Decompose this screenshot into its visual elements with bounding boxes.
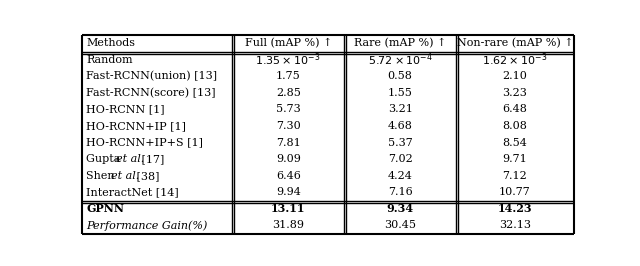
- Text: 2.10: 2.10: [502, 71, 527, 81]
- Text: Full (mAP %) ↑: Full (mAP %) ↑: [244, 38, 332, 48]
- Text: Methods: Methods: [86, 38, 136, 48]
- Text: Fast-RCNN(union) [13]: Fast-RCNN(union) [13]: [86, 71, 218, 82]
- Text: 9.71: 9.71: [502, 154, 527, 164]
- Text: 1.55: 1.55: [388, 88, 413, 98]
- Text: 10.77: 10.77: [499, 187, 531, 197]
- Text: 8.08: 8.08: [502, 121, 527, 131]
- Text: $1.62 \times 10^{-3}$: $1.62 \times 10^{-3}$: [482, 52, 548, 68]
- Text: et al.: et al.: [116, 154, 144, 164]
- Text: Non-rare (mAP %) ↑: Non-rare (mAP %) ↑: [456, 38, 573, 48]
- Text: HO-RCNN+IP [1]: HO-RCNN+IP [1]: [86, 121, 186, 131]
- Text: 13.11: 13.11: [271, 203, 305, 214]
- Text: 6.46: 6.46: [276, 171, 301, 181]
- Text: HO-RCNN+IP+S [1]: HO-RCNN+IP+S [1]: [86, 138, 204, 148]
- Text: $1.35 \times 10^{-3}$: $1.35 \times 10^{-3}$: [255, 52, 321, 68]
- Text: 9.09: 9.09: [276, 154, 301, 164]
- Text: 0.58: 0.58: [388, 71, 413, 81]
- Text: 4.68: 4.68: [388, 121, 413, 131]
- Text: 2.85: 2.85: [276, 88, 301, 98]
- Text: HO-RCNN [1]: HO-RCNN [1]: [86, 105, 165, 114]
- Text: Gupta: Gupta: [86, 154, 124, 164]
- Text: Random: Random: [86, 55, 133, 65]
- Text: et al.: et al.: [111, 171, 140, 181]
- Text: 7.30: 7.30: [276, 121, 301, 131]
- Text: 6.48: 6.48: [502, 105, 527, 114]
- Text: [38]: [38]: [133, 171, 160, 181]
- Text: Rare (mAP %) ↑: Rare (mAP %) ↑: [354, 38, 446, 48]
- Text: [17]: [17]: [138, 154, 164, 164]
- Text: $5.72 \times 10^{-4}$: $5.72 \times 10^{-4}$: [368, 52, 433, 68]
- Text: 30.45: 30.45: [384, 221, 416, 230]
- Text: 7.12: 7.12: [502, 171, 527, 181]
- Text: 14.23: 14.23: [497, 203, 532, 214]
- Text: 9.94: 9.94: [276, 187, 301, 197]
- Text: 9.34: 9.34: [387, 203, 413, 214]
- Text: 31.89: 31.89: [272, 221, 304, 230]
- Text: 3.23: 3.23: [502, 88, 527, 98]
- Text: 4.24: 4.24: [388, 171, 413, 181]
- Text: 7.81: 7.81: [276, 138, 301, 148]
- Text: Shen: Shen: [86, 171, 118, 181]
- Text: 32.13: 32.13: [499, 221, 531, 230]
- Text: Performance Gain(%): Performance Gain(%): [86, 220, 208, 231]
- Text: 7.02: 7.02: [388, 154, 413, 164]
- Text: InteractNet [14]: InteractNet [14]: [86, 187, 179, 197]
- Text: GPNN: GPNN: [86, 203, 124, 214]
- Text: 7.16: 7.16: [388, 187, 413, 197]
- Text: Fast-RCNN(score) [13]: Fast-RCNN(score) [13]: [86, 88, 216, 98]
- Text: 5.37: 5.37: [388, 138, 413, 148]
- Text: 3.21: 3.21: [388, 105, 413, 114]
- Text: 5.73: 5.73: [276, 105, 301, 114]
- Text: 8.54: 8.54: [502, 138, 527, 148]
- Text: 1.75: 1.75: [276, 71, 301, 81]
